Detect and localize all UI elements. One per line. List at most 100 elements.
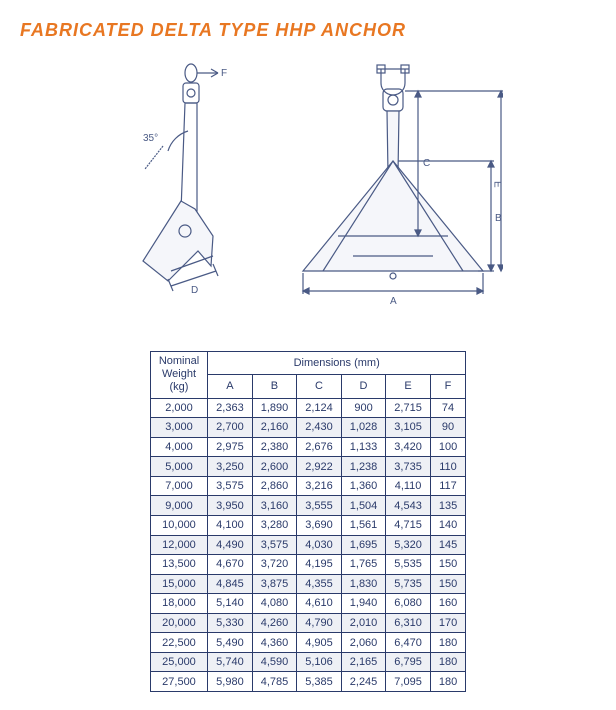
table-row: 12,0004,4903,5754,0301,6955,320145 — [150, 535, 465, 555]
cell-value: 7,095 — [386, 672, 431, 692]
dim-c-label: C — [423, 158, 430, 169]
cell-weight: 22,500 — [150, 633, 207, 653]
cell-value: 6,310 — [386, 613, 431, 633]
cell-value: 5,980 — [208, 672, 253, 692]
cell-value: 90 — [430, 418, 465, 438]
table-row: 3,0002,7002,1602,4301,0283,10590 — [150, 418, 465, 438]
cell-value: 6,080 — [386, 594, 431, 614]
cell-value: 3,575 — [208, 476, 253, 496]
cell-value: 2,975 — [208, 437, 253, 457]
cell-value: 3,575 — [252, 535, 297, 555]
cell-value: 3,420 — [386, 437, 431, 457]
dim-d-label: D — [191, 285, 198, 296]
cell-value: 4,080 — [252, 594, 297, 614]
cell-value: 1,765 — [341, 555, 386, 575]
table-row: 22,5005,4904,3604,9052,0606,470180 — [150, 633, 465, 653]
cell-value: 6,470 — [386, 633, 431, 653]
cell-value: 4,110 — [386, 476, 431, 496]
cell-value: 1,940 — [341, 594, 386, 614]
table-row: 7,0003,5752,8603,2161,3604,110117 — [150, 476, 465, 496]
cell-value: 2,160 — [252, 418, 297, 438]
side-view-diagram: F 35° D — [113, 61, 253, 311]
cell-value: 4,790 — [297, 613, 342, 633]
cell-value: 2,363 — [208, 398, 253, 418]
cell-weight: 12,000 — [150, 535, 207, 555]
cell-value: 3,280 — [252, 515, 297, 535]
cell-value: 117 — [430, 476, 465, 496]
cell-value: 4,195 — [297, 555, 342, 575]
cell-value: 2,922 — [297, 457, 342, 477]
cell-value: 160 — [430, 594, 465, 614]
cell-value: 100 — [430, 437, 465, 457]
cell-value: 4,030 — [297, 535, 342, 555]
table-row: 9,0003,9503,1603,5551,5044,543135 — [150, 496, 465, 516]
table-row: 5,0003,2502,6002,9221,2383,735110 — [150, 457, 465, 477]
cell-weight: 15,000 — [150, 574, 207, 594]
front-view-diagram: A C B E — [283, 61, 503, 321]
cell-value: 4,845 — [208, 574, 253, 594]
cell-value: 3,690 — [297, 515, 342, 535]
col-header-e: E — [386, 375, 431, 398]
cell-value: 1,830 — [341, 574, 386, 594]
dim-e-label: E — [492, 181, 503, 188]
cell-value: 5,490 — [208, 633, 253, 653]
table-row: 20,0005,3304,2604,7902,0106,310170 — [150, 613, 465, 633]
cell-weight: 7,000 — [150, 476, 207, 496]
cell-value: 3,555 — [297, 496, 342, 516]
cell-value: 140 — [430, 515, 465, 535]
table-row: 2,0002,3631,8902,1249002,71574 — [150, 398, 465, 418]
cell-value: 4,355 — [297, 574, 342, 594]
cell-value: 2,860 — [252, 476, 297, 496]
cell-value: 2,165 — [341, 652, 386, 672]
cell-value: 2,380 — [252, 437, 297, 457]
cell-value: 3,950 — [208, 496, 253, 516]
cell-value: 1,504 — [341, 496, 386, 516]
table-row: 4,0002,9752,3802,6761,1333,420100 — [150, 437, 465, 457]
col-header-d: D — [341, 375, 386, 398]
cell-value: 4,785 — [252, 672, 297, 692]
cell-value: 1,133 — [341, 437, 386, 457]
cell-value: 4,490 — [208, 535, 253, 555]
cell-value: 170 — [430, 613, 465, 633]
dim-a-label: A — [390, 296, 397, 307]
cell-weight: 5,000 — [150, 457, 207, 477]
cell-value: 2,600 — [252, 457, 297, 477]
cell-value: 3,250 — [208, 457, 253, 477]
cell-value: 145 — [430, 535, 465, 555]
cell-value: 5,385 — [297, 672, 342, 692]
cell-value: 2,700 — [208, 418, 253, 438]
cell-value: 5,106 — [297, 652, 342, 672]
cell-value: 150 — [430, 574, 465, 594]
cell-value: 4,360 — [252, 633, 297, 653]
cell-value: 3,105 — [386, 418, 431, 438]
cell-value: 150 — [430, 555, 465, 575]
cell-value: 3,720 — [252, 555, 297, 575]
cell-value: 110 — [430, 457, 465, 477]
cell-value: 3,875 — [252, 574, 297, 594]
cell-value: 5,740 — [208, 652, 253, 672]
cell-weight: 4,000 — [150, 437, 207, 457]
cell-value: 5,320 — [386, 535, 431, 555]
cell-value: 2,715 — [386, 398, 431, 418]
cell-value: 5,140 — [208, 594, 253, 614]
cell-value: 180 — [430, 652, 465, 672]
cell-value: 1,028 — [341, 418, 386, 438]
cell-value: 4,610 — [297, 594, 342, 614]
cell-value: 4,100 — [208, 515, 253, 535]
cell-weight: 3,000 — [150, 418, 207, 438]
table-row: 13,5004,6703,7204,1951,7655,535150 — [150, 555, 465, 575]
cell-value: 180 — [430, 633, 465, 653]
cell-value: 6,795 — [386, 652, 431, 672]
cell-weight: 20,000 — [150, 613, 207, 633]
cell-value: 180 — [430, 672, 465, 692]
cell-weight: 13,500 — [150, 555, 207, 575]
cell-value: 2,430 — [297, 418, 342, 438]
table-row: 15,0004,8453,8754,3551,8305,735150 — [150, 574, 465, 594]
dimensions-table: Nominal Weight (kg) Dimensions (mm) ABCD… — [150, 351, 466, 692]
cell-weight: 27,500 — [150, 672, 207, 692]
col-header-f: F — [430, 375, 465, 398]
cell-value: 1,695 — [341, 535, 386, 555]
cell-value: 5,535 — [386, 555, 431, 575]
col-header-c: C — [297, 375, 342, 398]
cell-weight: 18,000 — [150, 594, 207, 614]
